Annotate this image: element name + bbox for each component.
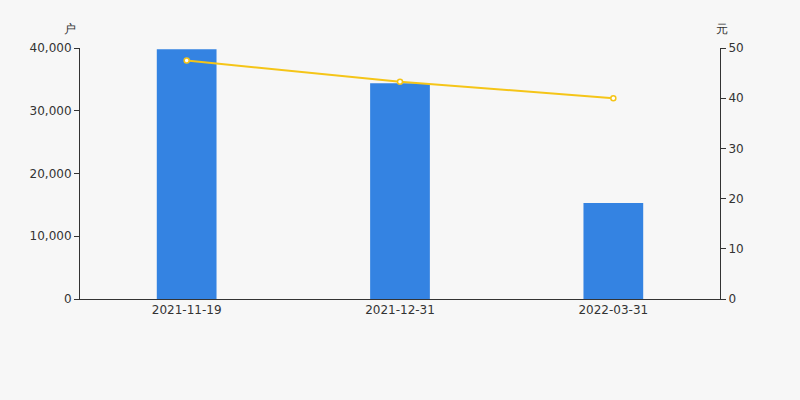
svg-text:2021-11-19: 2021-11-19 (152, 303, 222, 317)
svg-text:元: 元 (716, 22, 728, 36)
svg-text:30: 30 (728, 142, 743, 156)
svg-text:2022-03-31: 2022-03-31 (578, 303, 648, 317)
svg-text:户: 户 (64, 22, 76, 36)
svg-text:40,000: 40,000 (30, 41, 72, 55)
svg-text:2021-12-31: 2021-12-31 (365, 303, 435, 317)
svg-text:0: 0 (64, 292, 72, 306)
svg-text:40: 40 (728, 91, 743, 105)
svg-text:20,000: 20,000 (30, 167, 72, 181)
svg-text:0: 0 (728, 292, 736, 306)
svg-text:30,000: 30,000 (30, 104, 72, 118)
svg-text:10,000: 10,000 (30, 229, 72, 243)
svg-text:50: 50 (728, 41, 743, 55)
svg-text:10: 10 (728, 242, 743, 256)
svg-text:20: 20 (728, 192, 743, 206)
